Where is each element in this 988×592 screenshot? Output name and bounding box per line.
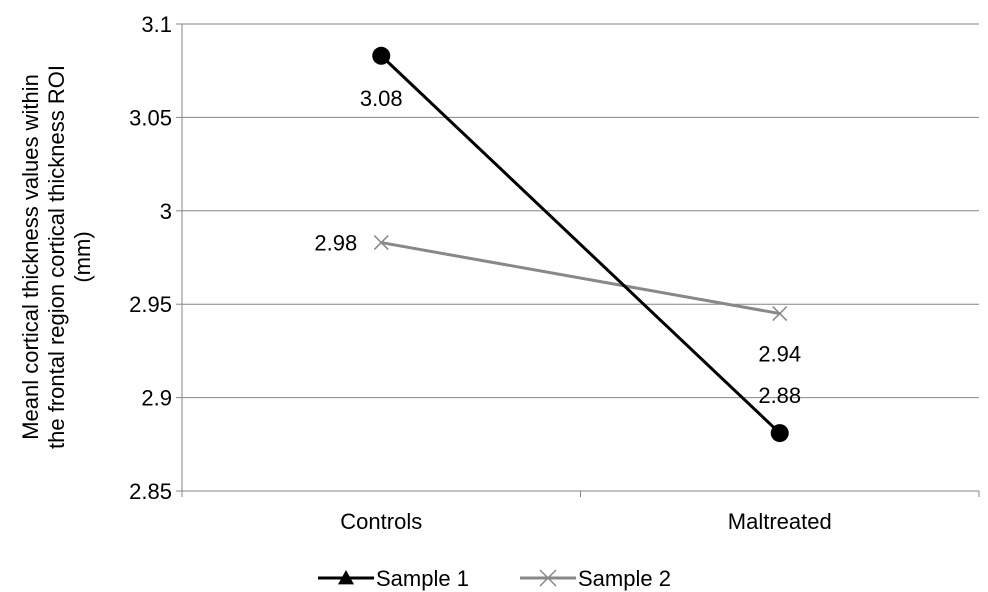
data-label: 3.08 <box>360 86 403 111</box>
y-axis-title-line: Meanl cortical thickness values within <box>18 74 43 440</box>
axes <box>181 24 979 492</box>
x-category-label: Controls <box>340 509 422 534</box>
legend-entry: Sample 2 <box>520 566 671 591</box>
legend-marker <box>539 569 557 587</box>
y-axis-title: Meanl cortical thickness values withinth… <box>18 65 95 449</box>
y-tick-label: 3 <box>160 199 172 224</box>
y-axis-title-line: the frontal region cortical thickness RO… <box>44 65 69 449</box>
gridlines <box>176 23 979 492</box>
y-tick-label: 3.1 <box>141 12 172 37</box>
data-label: 2.94 <box>758 342 801 367</box>
series-line-2 <box>380 241 781 316</box>
data-point-marker <box>772 306 788 322</box>
x-category-label: Maltreated <box>728 509 832 534</box>
legend-marker <box>338 570 354 585</box>
y-tick-labels: 2.85 2.9 2.95 3 3.05 3.1 <box>129 12 172 504</box>
y-tick-label: 2.85 <box>129 479 172 504</box>
legend: Sample 1 Sample 2 <box>318 566 671 591</box>
x-category-labels: Controls Maltreated <box>181 491 980 534</box>
legend-entry: Sample 1 <box>318 566 469 591</box>
data-point-marker <box>770 424 789 443</box>
y-tick-label: 3.05 <box>129 105 172 130</box>
data-label: 2.88 <box>758 383 801 408</box>
y-axis-title-line: (mm) <box>70 231 95 282</box>
series-lines <box>372 46 789 443</box>
legend-label: Sample 2 <box>578 566 671 591</box>
data-point-marker <box>373 235 389 251</box>
data-label: 2.98 <box>314 231 357 256</box>
data-point-marker <box>372 46 391 65</box>
data-labels: 2.98 2.94 3.08 2.88 <box>314 86 801 408</box>
y-tick-label: 2.95 <box>129 292 172 317</box>
legend-label: Sample 1 <box>376 566 469 591</box>
y-tick-label: 2.9 <box>141 386 172 411</box>
series-line-1 <box>380 54 781 435</box>
